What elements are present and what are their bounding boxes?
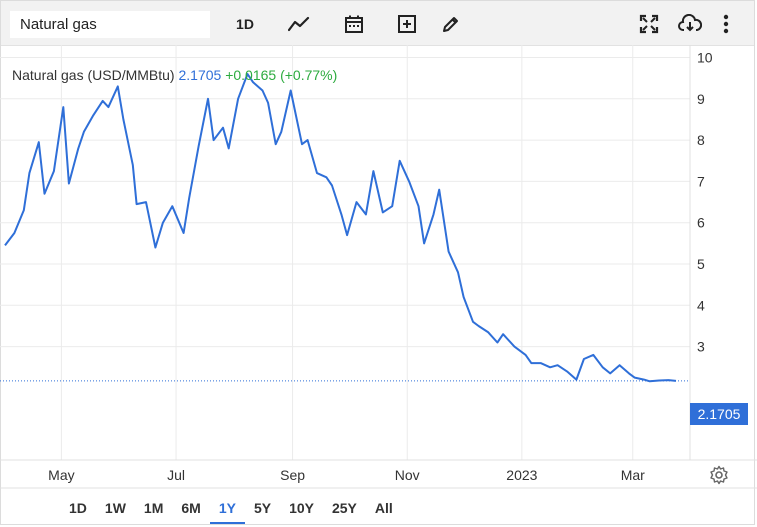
interval-label: 1D xyxy=(236,16,254,32)
x-axis: May Jul Sep Nov 2023 Mar xyxy=(48,467,645,483)
range-button-6m[interactable]: 6M xyxy=(181,500,201,516)
more-options-button[interactable] xyxy=(711,9,741,39)
draw-button[interactable] xyxy=(436,9,466,39)
line-chart-icon xyxy=(288,16,310,32)
y-tick-label: 6 xyxy=(697,215,705,231)
compare-button[interactable] xyxy=(392,9,422,39)
y-tick-label: 3 xyxy=(697,339,705,355)
interval-button[interactable]: 1D xyxy=(230,9,260,39)
range-selector: 1D 1W 1M 6M 1Y 5Y 10Y 25Y All xyxy=(60,496,402,524)
y-tick-label: 10 xyxy=(697,50,713,66)
legend-series-name: Natural gas (USD/MMBtu) xyxy=(12,67,175,83)
range-button-1y[interactable]: 1Y xyxy=(209,496,246,524)
cloud-download-icon xyxy=(678,14,702,32)
legend-change: +0.0165 (+0.77%) xyxy=(225,67,338,83)
grid xyxy=(0,45,757,489)
y-tick-label: 4 xyxy=(697,297,705,313)
range-button-5y[interactable]: 5Y xyxy=(253,500,272,516)
fullscreen-icon xyxy=(639,14,659,34)
range-button-1w[interactable]: 1W xyxy=(104,500,126,516)
toolbar: 1D xyxy=(1,1,754,46)
search-input[interactable] xyxy=(10,11,210,38)
date-range-button[interactable] xyxy=(339,9,369,39)
add-square-icon xyxy=(398,15,416,33)
y-tick-label: 9 xyxy=(697,91,705,107)
x-tick-label: May xyxy=(48,467,74,483)
y-tick-label: 5 xyxy=(697,256,705,272)
x-tick-label: Mar xyxy=(621,467,645,483)
range-button-25y[interactable]: 25Y xyxy=(331,500,357,516)
series-line-natural-gas xyxy=(4,73,677,383)
pencil-icon xyxy=(443,17,458,32)
y-axis: 3 4 5 6 7 8 9 10 xyxy=(697,50,713,355)
settings-button[interactable] xyxy=(709,465,729,485)
x-tick-label: Nov xyxy=(395,467,420,483)
chart-type-button[interactable] xyxy=(284,9,314,39)
chart-legend: Natural gas (USD/MMBtu) 2.1705 +0.0165 (… xyxy=(12,67,337,83)
calendar-icon xyxy=(345,15,363,33)
range-button-all[interactable]: All xyxy=(374,500,393,516)
legend-last-value: 2.1705 xyxy=(178,67,222,83)
more-vertical-icon xyxy=(723,14,729,34)
download-button[interactable] xyxy=(675,9,705,39)
range-button-10y[interactable]: 10Y xyxy=(289,500,314,516)
fullscreen-button[interactable] xyxy=(634,9,664,39)
y-tick-label: 8 xyxy=(697,132,705,148)
x-tick-label: Sep xyxy=(280,467,305,483)
gear-icon xyxy=(710,465,728,485)
price-chart[interactable]: May Jul Sep Nov 2023 Mar 3 4 5 6 7 8 9 10 xyxy=(0,45,757,495)
x-tick-label: 2023 xyxy=(506,467,537,483)
last-price-tag: 2.1705 xyxy=(690,403,748,425)
x-tick-label: Jul xyxy=(167,467,185,483)
y-tick-label: 7 xyxy=(697,173,705,189)
range-button-1m[interactable]: 1M xyxy=(143,500,164,516)
range-button-1d[interactable]: 1D xyxy=(69,500,87,516)
